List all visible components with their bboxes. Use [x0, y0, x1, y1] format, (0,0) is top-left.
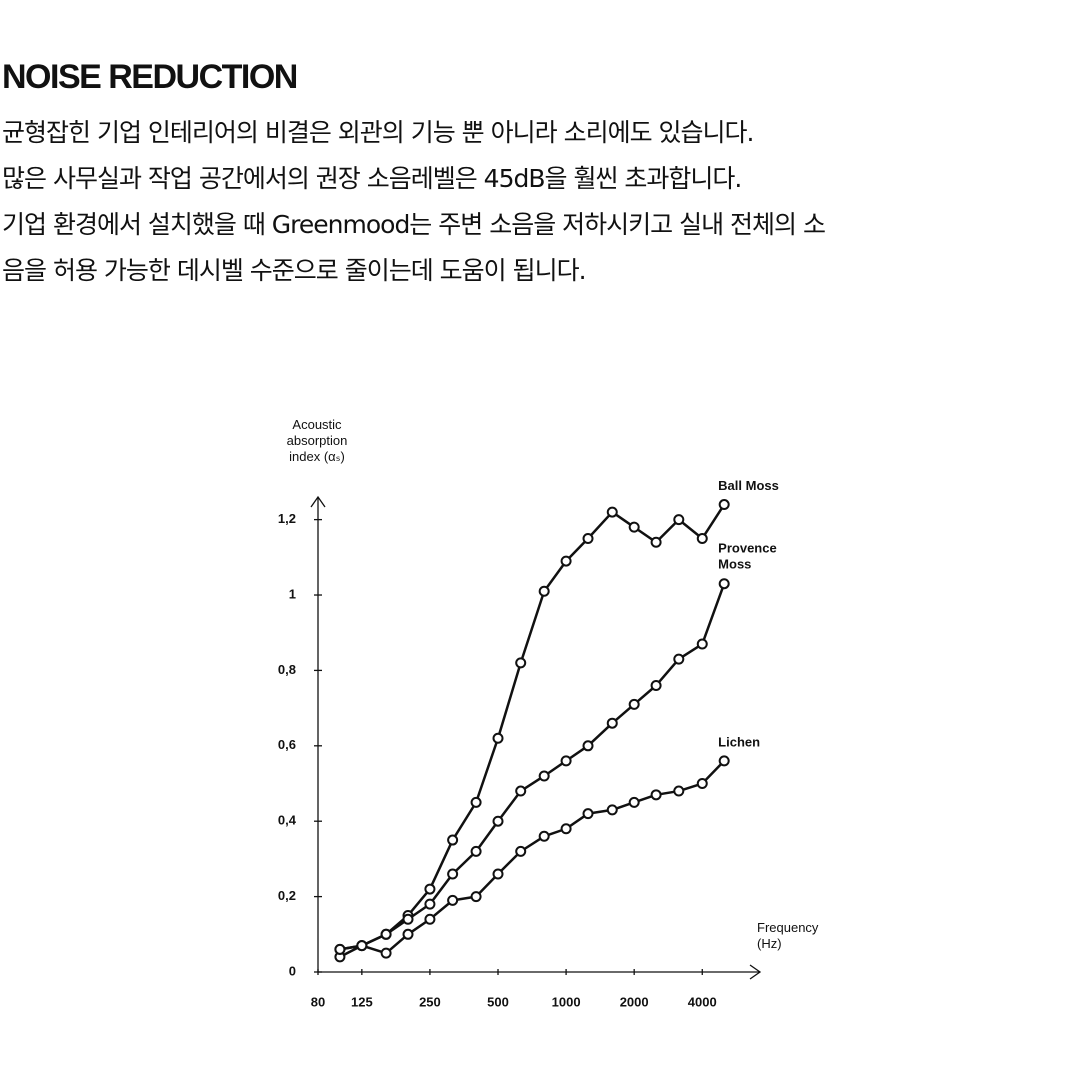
x-arrow [749, 964, 762, 980]
data-point [447, 868, 459, 880]
y-tick-label: 1,2 [278, 511, 296, 526]
data-point [650, 536, 662, 548]
data-point [718, 755, 730, 767]
data-point [560, 755, 572, 767]
data-point [470, 891, 482, 903]
data-point [492, 815, 504, 827]
body-text: 균형잡힌 기업 인테리어의 비결은 외관의 기능 뿐 아니라 소리에도 있습니다… [2, 110, 826, 294]
data-point [718, 578, 730, 590]
data-point [650, 679, 662, 691]
data-point [696, 778, 708, 790]
body-line: 많은 사무실과 작업 공간에서의 권장 소음레벨은 45dB을 훨씬 초과합니다… [2, 164, 742, 193]
data-point [606, 506, 618, 518]
data-point [628, 698, 640, 710]
y-tick-label: 0,4 [278, 813, 297, 828]
x-tick-label: 125 [351, 994, 373, 1009]
data-point [628, 521, 640, 533]
data-point [628, 796, 640, 808]
data-point [538, 830, 550, 842]
data-point [492, 732, 504, 744]
x-tick-label: 4000 [688, 994, 717, 1009]
data-point [560, 555, 572, 567]
data-point [582, 740, 594, 752]
data-point [538, 770, 550, 782]
title: NOISE REDUCTION [2, 58, 298, 96]
series-label: Provence Moss [718, 541, 777, 572]
data-point [538, 585, 550, 597]
data-point [424, 883, 436, 895]
data-point [424, 913, 436, 925]
x-tick-label: 80 [311, 994, 325, 1009]
series-line [339, 583, 726, 951]
data-point [606, 804, 618, 816]
series-label: Ball Moss [718, 478, 779, 493]
x-tick-label: 500 [487, 994, 509, 1009]
series-label: Lichen [718, 734, 760, 749]
x-tick-label: 250 [419, 994, 441, 1009]
data-point [424, 898, 436, 910]
data-point [515, 845, 527, 857]
data-point [380, 928, 392, 940]
data-point [696, 638, 708, 650]
y-tick-label: 1 [289, 586, 296, 601]
data-point [492, 868, 504, 880]
y-tick-label: 0,6 [278, 737, 296, 752]
data-point [470, 796, 482, 808]
data-point [447, 834, 459, 846]
body-line: 음을 허용 가능한 데시벨 수준으로 줄이는데 도움이 됩니다. [2, 256, 587, 285]
series-line [339, 503, 726, 959]
data-point [380, 947, 392, 959]
data-point [447, 894, 459, 906]
data-point [718, 499, 730, 511]
data-point [402, 913, 414, 925]
data-point [356, 940, 368, 952]
y-tick-label: 0,2 [278, 888, 296, 903]
data-point [560, 823, 572, 835]
data-point [334, 943, 346, 955]
y-arrow [310, 495, 326, 508]
data-point [470, 845, 482, 857]
data-point [673, 653, 685, 665]
data-point [582, 808, 594, 820]
data-point [673, 514, 685, 526]
data-point [606, 717, 618, 729]
data-point [402, 928, 414, 940]
data-point [515, 785, 527, 797]
x-axis-label: Frequency (Hz) [757, 920, 819, 951]
x-tick-label: 2000 [620, 994, 649, 1009]
data-point [696, 532, 708, 544]
data-point [673, 785, 685, 797]
data-point [650, 789, 662, 801]
x-tick-label: 1000 [552, 994, 581, 1009]
y-tick-label: 0 [289, 963, 296, 978]
y-axis-label: Acoustic absorption index (αₛ) [286, 417, 348, 464]
y-tick-label: 0,8 [278, 662, 296, 677]
body-line: 균형잡힌 기업 인테리어의 비결은 외관의 기능 뿐 아니라 소리에도 있습니다… [2, 118, 754, 147]
data-point [582, 532, 594, 544]
body-line: 기업 환경에서 설치했을 때 Greenmood는 주변 소음을 저하시키고 실… [2, 210, 826, 239]
data-point [515, 657, 527, 669]
